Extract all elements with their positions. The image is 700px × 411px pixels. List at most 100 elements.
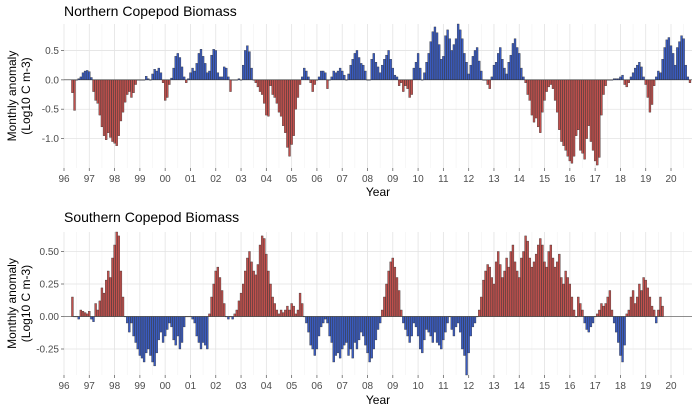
southern-bar [244,270,247,317]
northern-x-tick-label: 06 [311,174,323,185]
northern-bar [566,79,569,157]
northern-bar [516,47,519,81]
southern-bar [385,283,388,317]
northern-bar [385,54,388,81]
northern-bar [372,53,375,81]
southern-bar [558,253,561,317]
southern-bar [315,316,319,350]
northern-bar [682,38,685,81]
southern-x-tick-label: 20 [665,381,677,392]
southern-bar [206,316,209,350]
northern-bar [282,79,285,126]
northern-bar [556,79,559,113]
southern-bar [347,316,350,356]
southern-bar [119,270,123,317]
northern-bar [341,70,344,81]
southern-bar [423,316,426,341]
southern-bar [109,277,112,317]
southern-bar [79,309,83,317]
southern-bar [541,244,544,317]
northern-bar [669,45,673,81]
northern-bar [427,53,430,81]
southern-bar [412,316,416,324]
southern-bar [107,270,110,317]
southern-bar [648,296,652,317]
southern-bar [223,303,226,317]
southern-bar [362,316,365,337]
northern-bar [256,79,260,88]
southern-bar [197,316,201,343]
southern-bar [277,313,281,317]
northern-bar [83,70,87,81]
northern-x-tick-label: 13 [488,174,500,185]
southern-bar [275,309,279,317]
southern-bar [193,316,196,324]
northern-bar [676,47,679,81]
southern-bar [456,316,460,324]
southern-bar [627,309,630,317]
northern-bar [450,50,453,81]
northern-bar [650,79,654,105]
northern-bar [212,49,215,81]
southern-bar [454,316,458,328]
northern-bar [513,38,517,81]
southern-bar [151,316,154,363]
southern-bar [294,313,297,317]
northern-bar [111,79,114,142]
southern-bar [273,303,276,317]
southern-x-tick-label: 13 [488,381,500,392]
northern-bar [277,79,281,113]
northern-bar [334,72,338,81]
northern-bar [444,35,447,81]
northern-bar [475,47,479,81]
southern-bar [258,244,262,317]
southern-bar [77,316,80,320]
northern-bar [558,79,561,130]
southern-bar [516,270,519,317]
northern-bar [168,79,171,85]
northern-bar [646,79,649,98]
southern-bar [617,316,620,343]
northern-bar [522,76,525,81]
southern-bar [336,316,340,354]
northern-bar [353,53,357,81]
southern-bar [140,316,144,359]
southern-bar [566,277,569,317]
southern-bar [425,316,428,330]
southern-bar [572,309,576,317]
southern-bar [250,261,253,317]
northern-bar [452,44,456,81]
southern-bar [113,244,116,317]
northern-bar [492,64,496,81]
southern-x-tick-label: 12 [463,381,475,392]
northern-x-tick-label: 14 [514,174,526,185]
southern-x-axis-label: Year [366,393,390,407]
northern-bar [478,60,481,81]
southern-bar [450,316,453,330]
northern-bar [572,79,576,157]
southern-bar [488,266,491,317]
southern-bar [469,316,472,337]
northern-bar [648,79,652,113]
southern-bar [416,316,420,337]
northern-bar [242,64,245,81]
northern-bar [126,79,129,95]
southern-bar [353,316,357,343]
northern-bar [286,79,289,148]
southern-bar [379,316,382,324]
southern-bar [589,316,593,328]
northern-bar [128,79,131,92]
northern-bar [507,62,510,81]
northern-bar [176,53,179,81]
northern-bar [440,59,443,81]
southern-bar [482,279,485,317]
northern-bar [107,79,110,133]
northern-bar [593,79,597,162]
northern-bar [96,79,99,104]
southern-x-tick-label: 02 [210,381,222,392]
southern-bar [145,316,148,354]
southern-bar [581,309,584,317]
northern-bar [414,62,418,81]
southern-bar [227,316,230,320]
southern-bar [319,316,323,328]
